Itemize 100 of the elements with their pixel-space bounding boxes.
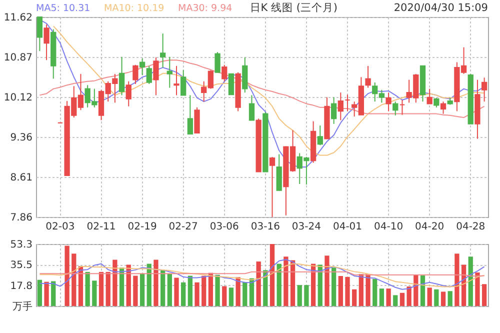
x-tick-label: 04-01 [332, 222, 362, 232]
bar [386, 288, 391, 306]
bar [51, 281, 56, 306]
y-tick-label: 53.3 [10, 240, 32, 250]
x-tick-label: 04-20 [415, 222, 444, 232]
bar [276, 264, 282, 306]
candlestick [146, 65, 152, 85]
x-tick-label: 02-19 [128, 222, 157, 232]
y-tick-label: 9.36 [10, 132, 32, 144]
candlestick [399, 99, 406, 116]
series-label: MA5: 10.31 [36, 3, 90, 14]
candlestick [160, 32, 166, 68]
bar [202, 276, 206, 306]
y-tick-label: 10.12 [4, 92, 32, 104]
text: MA30: 9.94 [178, 3, 232, 14]
bar [72, 254, 76, 306]
y-tick-label: 8.61 [10, 172, 32, 184]
candlestick [386, 92, 392, 112]
candlestick [317, 125, 323, 146]
line-series [39, 60, 485, 118]
bar [297, 285, 302, 306]
bar [146, 264, 152, 306]
candlestick [338, 92, 344, 121]
bar [284, 256, 288, 306]
bar [215, 274, 220, 306]
bar [406, 286, 412, 306]
bar [37, 280, 42, 306]
candlestick [228, 73, 234, 96]
bar [475, 272, 480, 306]
bar [338, 276, 343, 306]
y-tick-label: 17.8 [10, 280, 32, 292]
bar [133, 276, 138, 306]
candlestick [440, 101, 446, 114]
bar [85, 272, 90, 306]
y-tick-label: 11.62 [4, 12, 32, 24]
bar [440, 292, 446, 306]
candlestick [269, 156, 276, 218]
bar [228, 288, 234, 306]
candlestick [330, 96, 337, 124]
bar [290, 260, 296, 306]
bar [379, 288, 384, 306]
line-series [39, 258, 485, 290]
bar [140, 273, 145, 306]
x-tick-label: 02-27 [168, 222, 198, 232]
bar [270, 244, 275, 306]
bar [420, 275, 426, 306]
bar [174, 278, 179, 306]
bar [304, 285, 309, 306]
bar [242, 282, 248, 306]
bar [482, 284, 487, 306]
bar [393, 295, 398, 306]
text: MA10: 10.19 [104, 3, 164, 14]
bar [167, 273, 172, 306]
bar [318, 264, 322, 306]
candlestick [481, 77, 488, 102]
candlestick [132, 64, 138, 85]
bar [468, 256, 473, 306]
y-tick-label: 10.87 [4, 52, 32, 64]
bar [427, 288, 432, 306]
bar [92, 280, 97, 306]
bar [366, 274, 370, 306]
candlestick [426, 88, 432, 104]
bar [160, 270, 166, 306]
candlestick [139, 58, 146, 76]
bar [236, 277, 240, 306]
x-tick-label: 04-10 [374, 222, 404, 232]
candlestick [44, 24, 50, 61]
bar [194, 282, 200, 306]
bar [434, 289, 439, 306]
bar [372, 278, 378, 306]
bar [461, 264, 466, 306]
bar [106, 272, 110, 306]
x-tick-label: 02-03 [46, 222, 75, 232]
bar [98, 272, 104, 306]
bar [358, 274, 364, 306]
x-tick-label: 04-28 [456, 222, 486, 232]
candlestick [194, 106, 200, 134]
candlestick [344, 94, 350, 112]
candlestick [222, 64, 228, 82]
candlestick [36, 16, 43, 52]
x-tick-label: 03-06 [210, 222, 239, 232]
y-tick-label: 7.86 [10, 212, 32, 224]
bar [208, 272, 214, 306]
bar [400, 292, 405, 306]
candlestick [365, 65, 371, 88]
bar [154, 260, 158, 306]
candlestick [153, 56, 159, 96]
y-tick-label: 万手 [12, 300, 32, 312]
candlestick [248, 94, 255, 121]
candlestick [180, 70, 186, 96]
candlestick [434, 97, 440, 108]
line-series [39, 263, 485, 288]
bar [44, 282, 49, 306]
candlestick [276, 154, 282, 192]
bar [222, 286, 227, 306]
bar [112, 260, 118, 306]
candlestick [126, 80, 132, 107]
x-tick-label: 02-11 [86, 222, 116, 232]
text: 2020/04/30 15:09 [394, 2, 488, 14]
bar [324, 256, 330, 306]
